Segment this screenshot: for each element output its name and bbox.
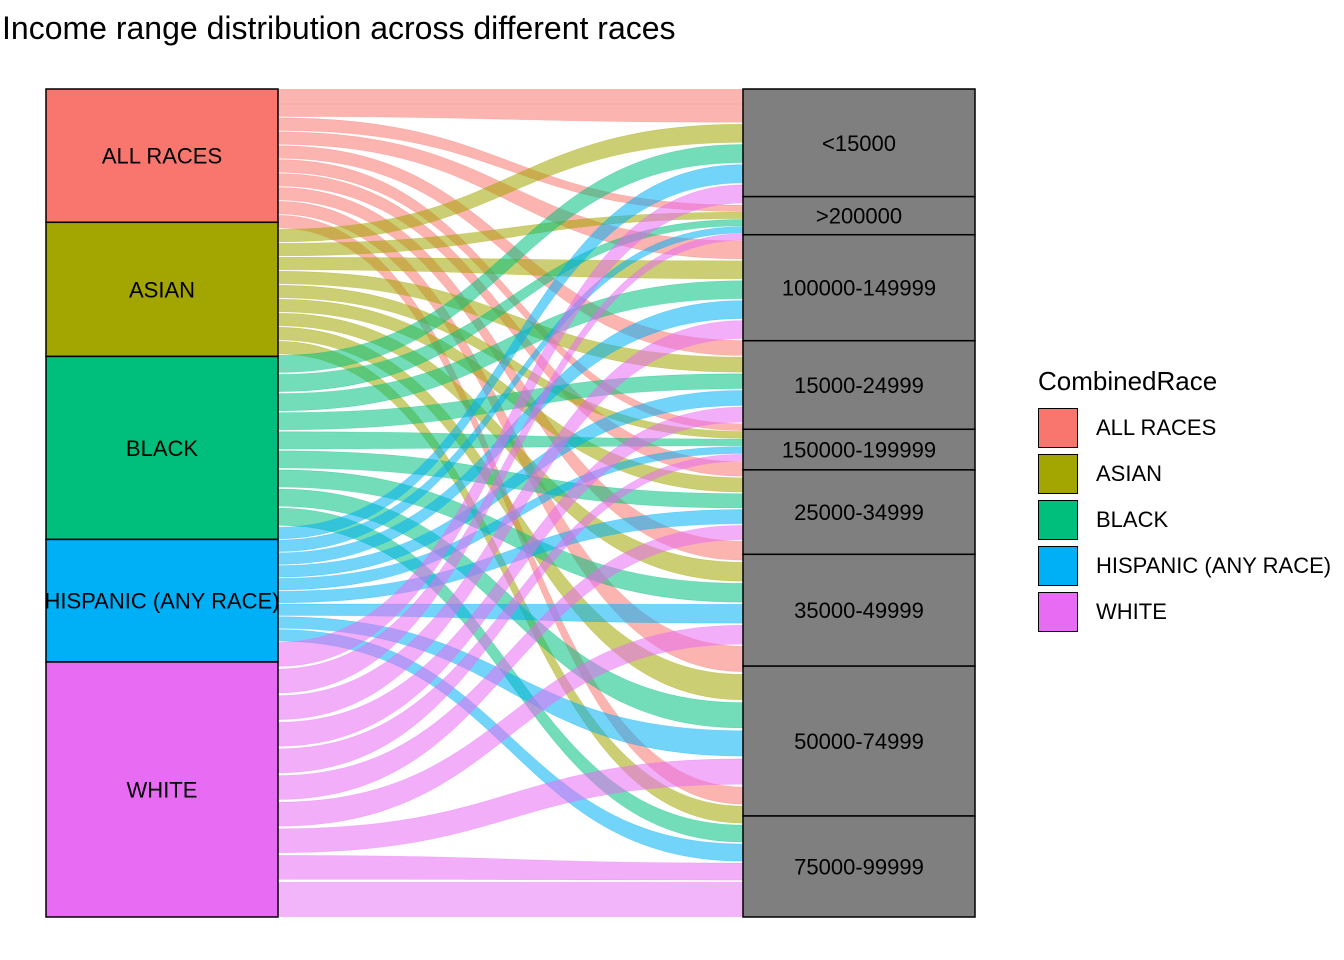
stratum-label-asian: ASIAN [129, 277, 195, 302]
stratum-hispanic-any-race [45, 538, 279, 663]
stratum-label-income-75000-99999: 75000-99999 [794, 854, 924, 879]
legend-label: BLACK [1096, 507, 1169, 532]
legend-label: WHITE [1096, 599, 1167, 624]
flow-band-bottom [278, 882, 743, 917]
legend-item-black: BLACK [1038, 497, 1331, 543]
stratum-income-15000-24999 [742, 339, 976, 431]
legend-item-all-races: ALL RACES [1038, 405, 1331, 451]
race-axis: ALL RACES ASIAN BLACK HISPANIC (ANY RACE) WH… [44, 88, 280, 918]
legend-label: HISPANIC (ANY RACE) [1096, 553, 1332, 578]
legend-swatch [1038, 592, 1078, 632]
legend-swatch [1038, 454, 1078, 494]
stratum-label-income-25000-34999: 25000-34999 [794, 500, 924, 525]
flow-band-group [277, 89, 744, 917]
stratum-label-income-35000-49999: 35000-49999 [794, 598, 924, 623]
stratum-label-income-50000-74999: 50000-74999 [794, 729, 924, 754]
chart-title: Income range distribution across differe… [2, 10, 676, 46]
legend-item-hispanic-any-race: HISPANIC (ANY RACE) [1038, 543, 1331, 589]
stratum-income-100000-149999 [742, 233, 976, 342]
stratum-all-races [45, 88, 279, 224]
stratum-label-income-15000-24999: 15000-24999 [794, 373, 924, 398]
stratum-label-income-15000: <15000 [822, 131, 896, 156]
legend-item-asian: ASIAN [1038, 451, 1331, 497]
stratum-income-50000-74999 [742, 665, 976, 817]
stratum-black [45, 355, 279, 541]
stratum-income-15000 [742, 88, 976, 198]
stratum-label-income-150000-199999: 150000-199999 [782, 438, 936, 463]
legend-items: ALL RACES ASIAN BLACK HISPANIC (ANY RACE) WH… [1038, 405, 1331, 635]
stratum-income-35000-49999 [742, 553, 976, 667]
stratum-label-white: WHITE [127, 777, 198, 802]
legend-swatch [1038, 408, 1078, 448]
legend: CombinedRace ALL RACES ASIAN BLACK HISPANIC… [1038, 366, 1331, 635]
flow-white-to-75000-99999 [277, 855, 744, 881]
legend-swatch [1038, 500, 1078, 540]
flow-band-top [278, 89, 743, 104]
income-axis: <15000 >200000 100000-149999 15000-24999 150… [742, 88, 976, 918]
stratum-income-25000-34999 [742, 469, 976, 556]
stratum-label-black: BLACK [126, 436, 198, 461]
stratum-label-hispanic-any-race: HISPANIC (ANY RACE) [44, 589, 279, 614]
legend-item-white: WHITE [1038, 589, 1331, 635]
legend-label: ALL RACES [1096, 415, 1217, 440]
stratum-asian [45, 221, 279, 358]
stratum-income-150000-199999 [742, 428, 976, 471]
legend-title: CombinedRace [1038, 366, 1218, 396]
stratum-label-income-100000-149999: 100000-149999 [782, 276, 936, 301]
stratum-white [45, 661, 279, 918]
legend-label: ASIAN [1096, 461, 1163, 486]
flow-all-races-to-15000 [277, 103, 744, 123]
stratum-income-75000-99999 [742, 815, 976, 918]
stratum-label-income-200000: >200000 [816, 204, 902, 229]
stratum-label-all-races: ALL RACES [102, 144, 222, 169]
legend-swatch [1038, 546, 1078, 586]
